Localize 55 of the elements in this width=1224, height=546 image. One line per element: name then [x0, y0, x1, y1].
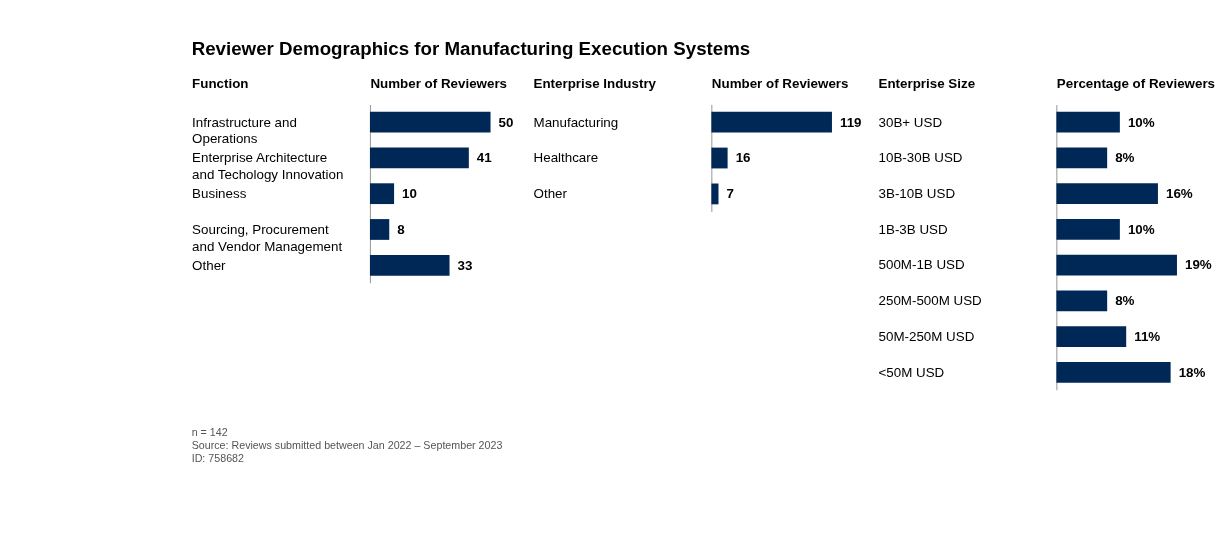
data-label: 8 [397, 221, 406, 237]
bar [1056, 147, 1108, 169]
x-axis-title: Percentage of Reviewers [1056, 76, 1216, 92]
bar [369, 183, 395, 205]
data-label: 119 [839, 114, 862, 130]
chart-title: Reviewer Demographics for Manufacturing Execution Systems [191, 38, 751, 60]
data-label: 11% [1134, 328, 1161, 344]
y-tick-label: 1B-3B USD [878, 221, 948, 237]
bar [1056, 254, 1177, 276]
data-label: 16% [1165, 186, 1193, 201]
source-note: Source: Reviews submitted between Jan 2022 – September 2023 [191, 439, 503, 452]
y-tick-label: 50M-250M USD [878, 328, 975, 344]
y-tick-label: Manufacturing [533, 114, 619, 130]
y-tick-label: 250M-500M USD [878, 293, 983, 309]
data-label: 19% [1184, 257, 1212, 273]
bar [369, 147, 469, 169]
y-tick-label: Other [192, 257, 227, 273]
bar [1056, 290, 1108, 312]
y-tick-label: 10B-30B USD [878, 150, 963, 166]
data-label: 10% [1127, 114, 1155, 130]
bar [1056, 326, 1127, 347]
data-label: 7 [726, 186, 734, 202]
bar [1056, 361, 1171, 383]
text: ID: 758682 [191, 452, 245, 465]
y-tick-label: <50M USD [878, 364, 945, 380]
y-tick-label: Healthcare [533, 150, 599, 166]
data-label: 41 [476, 150, 493, 166]
data-label: 50 [498, 114, 514, 130]
bar [1056, 111, 1120, 133]
bar [369, 219, 390, 240]
y-axis-title: Function [192, 76, 249, 92]
data-label: 33 [457, 257, 473, 273]
data-label: 10 [402, 186, 417, 202]
bar [369, 254, 450, 276]
y-tick-label: Business [192, 186, 247, 202]
x-axis-title: Number of Reviewers [711, 76, 849, 92]
bar [369, 111, 491, 133]
data-label: 16 [735, 150, 751, 166]
data-label: 8% [1115, 293, 1135, 309]
y-tick-label: 3B-10B USD [878, 186, 956, 201]
y-axis-title: Enterprise Size [878, 76, 976, 92]
y-tick-label: Sourcing, Procurement and Vendor Management [192, 221, 343, 254]
data-label: 10% [1127, 221, 1155, 237]
data-label: 18% [1178, 364, 1206, 380]
text: n = 142 [191, 425, 228, 438]
y-tick-label: 500M-1B USD [878, 257, 966, 273]
y-axis-title: Enterprise Industry [533, 76, 657, 92]
y-tick-label: Infrastructure and Operations [192, 114, 297, 147]
y-tick-label: Enterprise Architecture and Techology Innovation [192, 150, 344, 183]
bar [1056, 183, 1158, 204]
y-tick-label: 30B+ USD [878, 114, 943, 130]
bar [1056, 218, 1120, 240]
data-label: 8% [1115, 150, 1135, 166]
x-axis-title: Number of Reviewers [370, 76, 508, 92]
y-tick-label: Other [533, 186, 568, 202]
